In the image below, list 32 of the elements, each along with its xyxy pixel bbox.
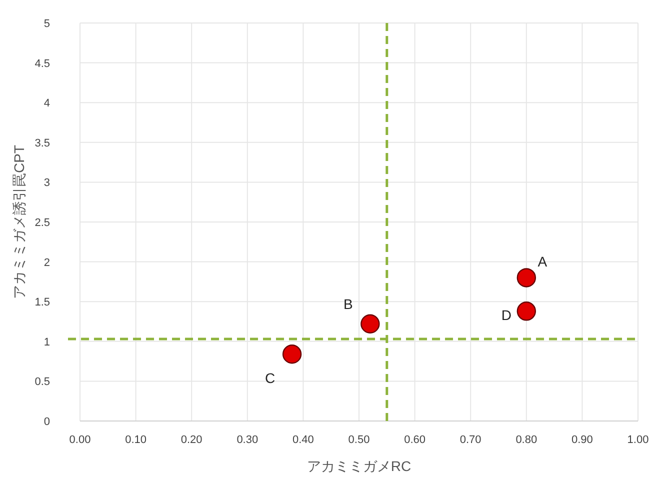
- x-tick-label: 0.00: [69, 434, 91, 446]
- x-tick-label: 0.60: [404, 434, 426, 446]
- y-axis-title: アカミミガメ誘引罠CPT: [11, 144, 27, 299]
- y-tick-label: 2.5: [34, 217, 50, 229]
- point: [360, 314, 380, 334]
- y-tick-label: 2: [44, 256, 50, 269]
- x-tick-label: 0.80: [516, 434, 538, 446]
- x-axis-title: アカミミガメRC: [306, 458, 412, 474]
- x-tick-label: 0.40: [292, 434, 314, 446]
- data-label: A: [538, 254, 548, 270]
- y-tick-label: 1.5: [34, 296, 50, 309]
- y-tick-label: 1: [44, 336, 50, 348]
- x-tick-label: 1.00: [627, 434, 649, 446]
- y-tick-label: 3: [44, 177, 50, 190]
- x-tick-label: 0.10: [125, 434, 147, 446]
- data-label: C: [264, 370, 276, 386]
- y-tick-label: 0: [44, 416, 50, 428]
- point: [516, 302, 536, 321]
- point: [516, 268, 536, 288]
- x-tick-label: 0.20: [180, 434, 202, 446]
- data-label: B: [343, 296, 353, 312]
- x-tick-label: 0.90: [571, 434, 593, 446]
- x-tick-label: 0.70: [460, 434, 482, 446]
- x-tick-label: 0.30: [236, 434, 258, 446]
- x-tick-label: 0.50: [348, 434, 370, 446]
- y-tick-label: 4: [44, 98, 50, 110]
- y-tick-label: 5: [44, 18, 50, 30]
- point: [282, 344, 302, 364]
- data-label: D: [501, 307, 512, 324]
- y-tick-label: 0.5: [34, 376, 50, 388]
- y-tick-label: 3.5: [34, 137, 50, 150]
- y-tick-label: 4.5: [34, 58, 50, 70]
